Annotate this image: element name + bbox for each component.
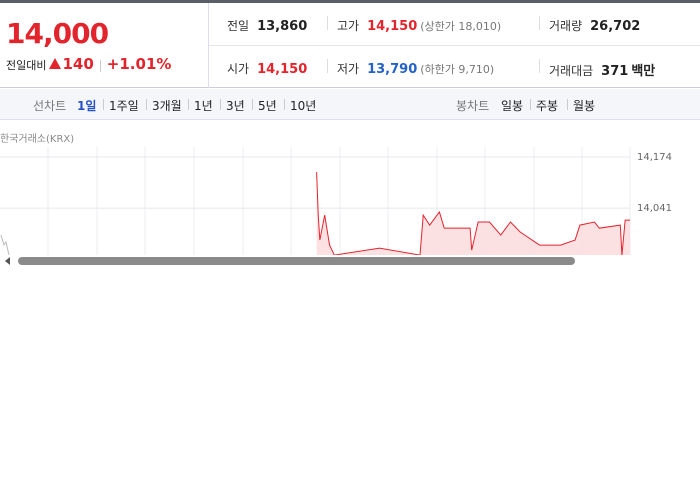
tab-sep	[252, 99, 253, 110]
change: 전일대비 140 +1.01%	[6, 55, 171, 73]
prev-line	[0, 234, 10, 255]
tab-sep	[146, 99, 147, 110]
current-price: 14,000	[6, 17, 109, 50]
stat-label: 전일	[227, 19, 250, 33]
stat-label: 거래량	[549, 19, 583, 33]
stat-label: 저가	[337, 62, 360, 76]
tab-sep	[103, 99, 104, 110]
stat-sub: (상한가 18,010)	[420, 20, 502, 33]
tab[interactable]: 3년	[226, 99, 245, 113]
tab[interactable]: 5년	[258, 99, 277, 113]
change-value: 140	[62, 55, 94, 73]
stat: 고가 14,150 (상한가 18,010)	[337, 17, 501, 34]
tab[interactable]: 1년	[194, 99, 213, 113]
stat-label: 거래대금	[549, 64, 594, 78]
up-icon	[49, 58, 62, 69]
scrollbar	[0, 255, 700, 268]
quote-panel: 14,000 전일대비 140 +1.01% 전일 13,860 고가 14,150 (상한…	[0, 0, 700, 88]
stat-value: 13,860	[257, 19, 308, 34]
tab[interactable]: 1주일	[109, 99, 139, 113]
y-tick-label: 14,041	[637, 203, 672, 214]
stat-row: 전일 13,860 고가 14,150 (상한가 18,010) 거래량 26,702	[209, 3, 700, 46]
tab[interactable]: 3개월	[152, 99, 182, 113]
divider	[327, 16, 328, 30]
v-grid	[47, 147, 631, 255]
stat: 거래대금 371 백만	[549, 60, 655, 79]
stat-value: 14,150	[257, 62, 308, 77]
stat: 거래량 26,702	[549, 17, 640, 34]
change-label: 전일대비	[6, 59, 47, 72]
stat-value: 13,790	[367, 62, 418, 77]
stat-value: 14,150	[367, 19, 418, 34]
tab-bar: 선차트 1일 1주일 3개월 1년 3년 5년 10년 봉차트 일봉 주봉 월봉	[0, 89, 700, 120]
chart: 14,174 14,041	[0, 147, 672, 255]
scroll-left[interactable]	[5, 257, 10, 265]
price-line	[316, 171, 630, 255]
divider	[539, 59, 540, 73]
tab[interactable]: 일봉	[501, 99, 524, 113]
y-tick-label: 14,174	[637, 152, 672, 163]
stat-value: 26,702	[590, 19, 641, 34]
tab-label: 봉차트	[456, 99, 490, 113]
area	[316, 172, 630, 255]
chart-area: 14,174 14,041	[0, 120, 700, 255]
stat-value: 371	[601, 64, 629, 79]
tab[interactable]: 1일	[77, 99, 97, 113]
change-pct: +1.01%	[106, 55, 172, 73]
stat: 전일 13,860	[227, 17, 307, 34]
tab-sep	[284, 99, 285, 110]
divider	[327, 59, 328, 73]
stat-label: 시가	[227, 62, 250, 76]
tab-sep	[530, 99, 531, 110]
tab-sep	[220, 99, 221, 110]
stat: 시가 14,150	[227, 60, 307, 77]
stat: 저가 13,790 (하한가 9,710)	[337, 60, 494, 77]
source: 한국거래소(KRX)	[0, 134, 75, 145]
stat-sub: (하한가 9,710)	[420, 63, 495, 76]
tab-sep	[188, 99, 189, 110]
scroll-thumb[interactable]	[18, 257, 575, 265]
stat-label: 고가	[337, 19, 360, 33]
price-box: 14,000 전일대비 140 +1.01%	[0, 3, 209, 88]
tab-sep	[567, 99, 568, 110]
separator	[99, 60, 101, 72]
divider	[539, 16, 540, 30]
stat-row: 시가 14,150 저가 13,790 (하한가 9,710) 거래대금 371 백만	[209, 46, 700, 88]
tab-label: 선차트	[33, 99, 67, 113]
tab[interactable]: 주봉	[536, 99, 559, 113]
stat-unit: 백만	[631, 64, 656, 79]
tab[interactable]: 월봉	[573, 99, 596, 113]
tab[interactable]: 10년	[290, 99, 317, 113]
